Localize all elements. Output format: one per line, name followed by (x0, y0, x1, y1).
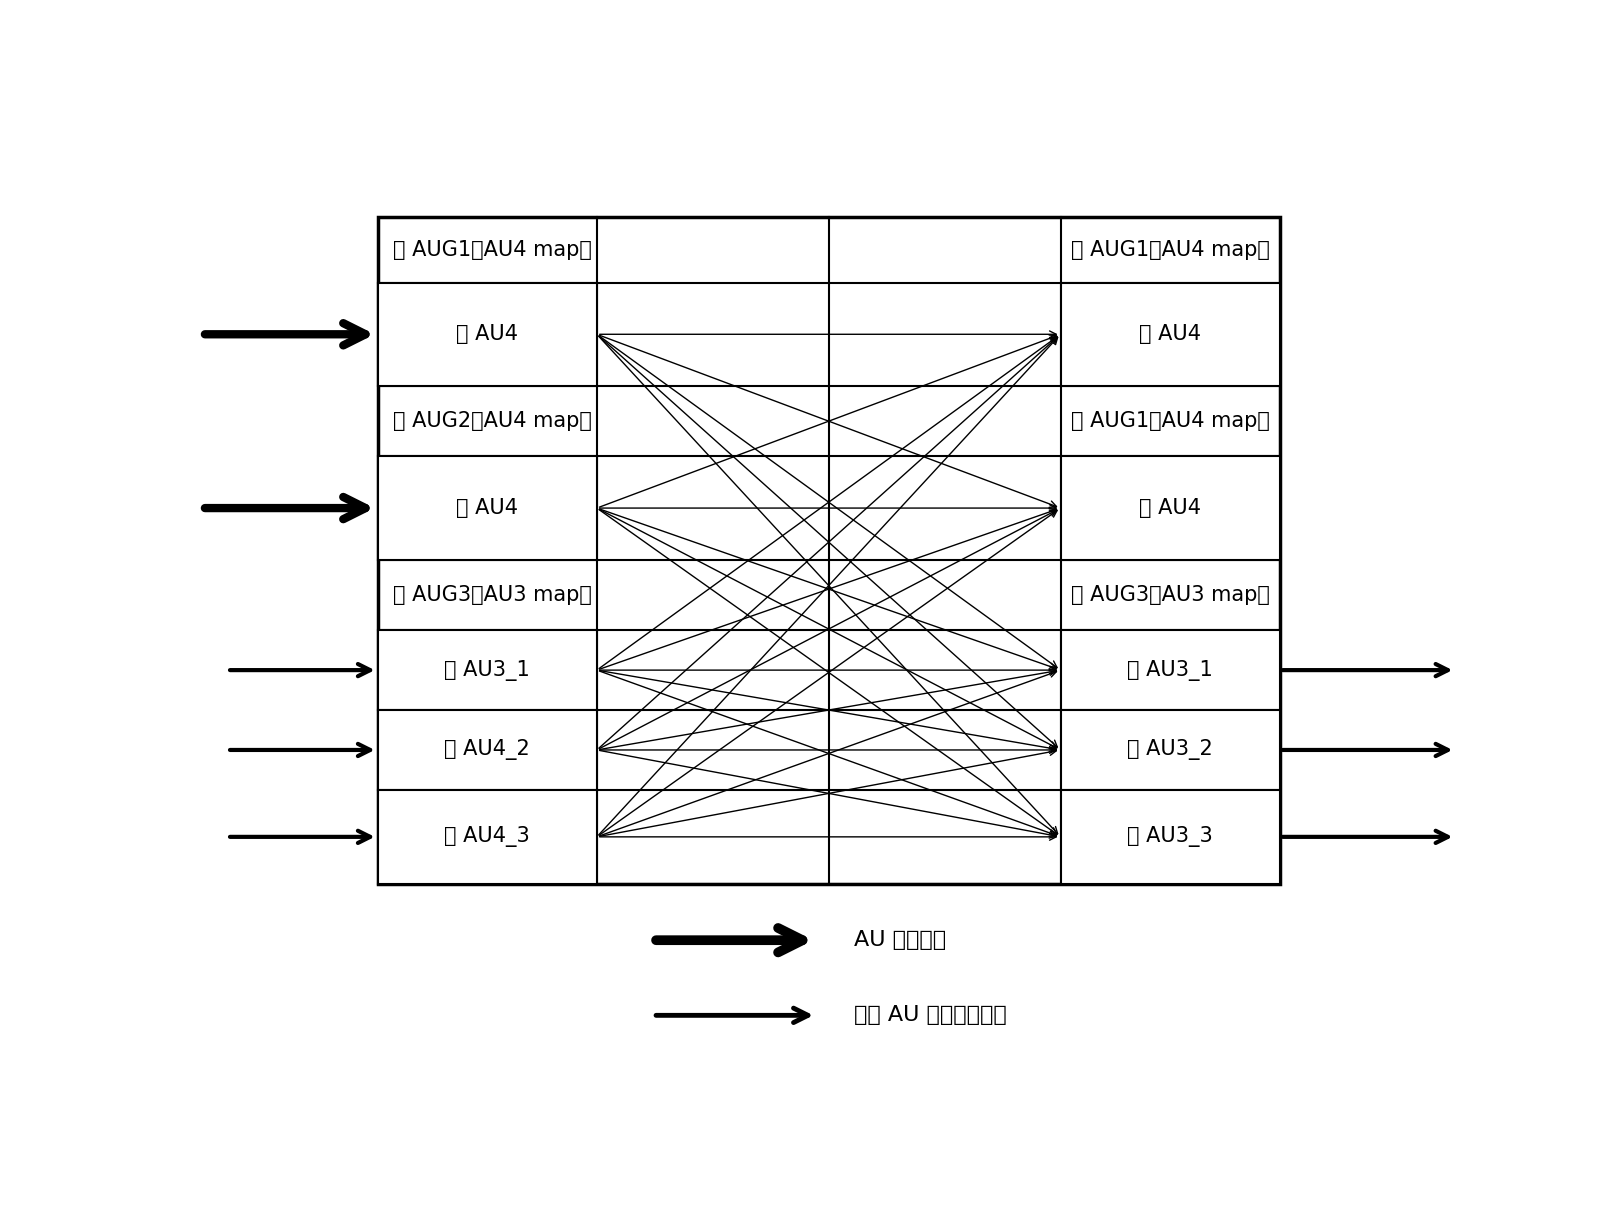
Text: 低于 AU 级别的时隙流: 低于 AU 级别的时隙流 (854, 1005, 1006, 1025)
Text: 发 AU3_3: 发 AU3_3 (1127, 826, 1213, 848)
Bar (378, 456, 597, 560)
Bar (1061, 456, 1281, 560)
Bar (378, 710, 597, 789)
Text: 发 AUG1（AU4 map）: 发 AUG1（AU4 map） (1070, 240, 1269, 260)
Text: 收 AU3_1: 收 AU3_1 (445, 660, 530, 681)
Bar (378, 283, 597, 386)
Bar (378, 789, 597, 883)
Bar (1061, 789, 1281, 883)
Text: 发 AUG3（AU3 map）: 发 AUG3（AU3 map） (1070, 584, 1269, 605)
Text: 发 AU4: 发 AU4 (1140, 498, 1201, 518)
Text: 收 AU4: 收 AU4 (456, 498, 517, 518)
Bar (378, 631, 597, 710)
Text: 收 AU4_2: 收 AU4_2 (445, 739, 530, 760)
Bar (1061, 283, 1281, 386)
Text: 收 AU4: 收 AU4 (456, 325, 517, 344)
Text: 发 AU3_1: 发 AU3_1 (1127, 660, 1213, 681)
Text: 收 AUG3（AU3 map）: 收 AUG3（AU3 map） (393, 584, 592, 605)
Text: 发 AUG1（AU4 map）: 发 AUG1（AU4 map） (1070, 411, 1269, 431)
Bar (378, 217, 1281, 883)
Text: 收 AUG1（AU4 map）: 收 AUG1（AU4 map） (393, 240, 592, 260)
Text: 发 AU3_2: 发 AU3_2 (1127, 739, 1213, 760)
Bar (1061, 710, 1281, 789)
Text: 发 AU4: 发 AU4 (1140, 325, 1201, 344)
Text: 收 AUG2（AU4 map）: 收 AUG2（AU4 map） (393, 411, 592, 431)
Text: AU 级时隙流: AU 级时隙流 (854, 930, 946, 950)
Bar (1061, 631, 1281, 710)
Text: 收 AU4_3: 收 AU4_3 (445, 826, 530, 848)
